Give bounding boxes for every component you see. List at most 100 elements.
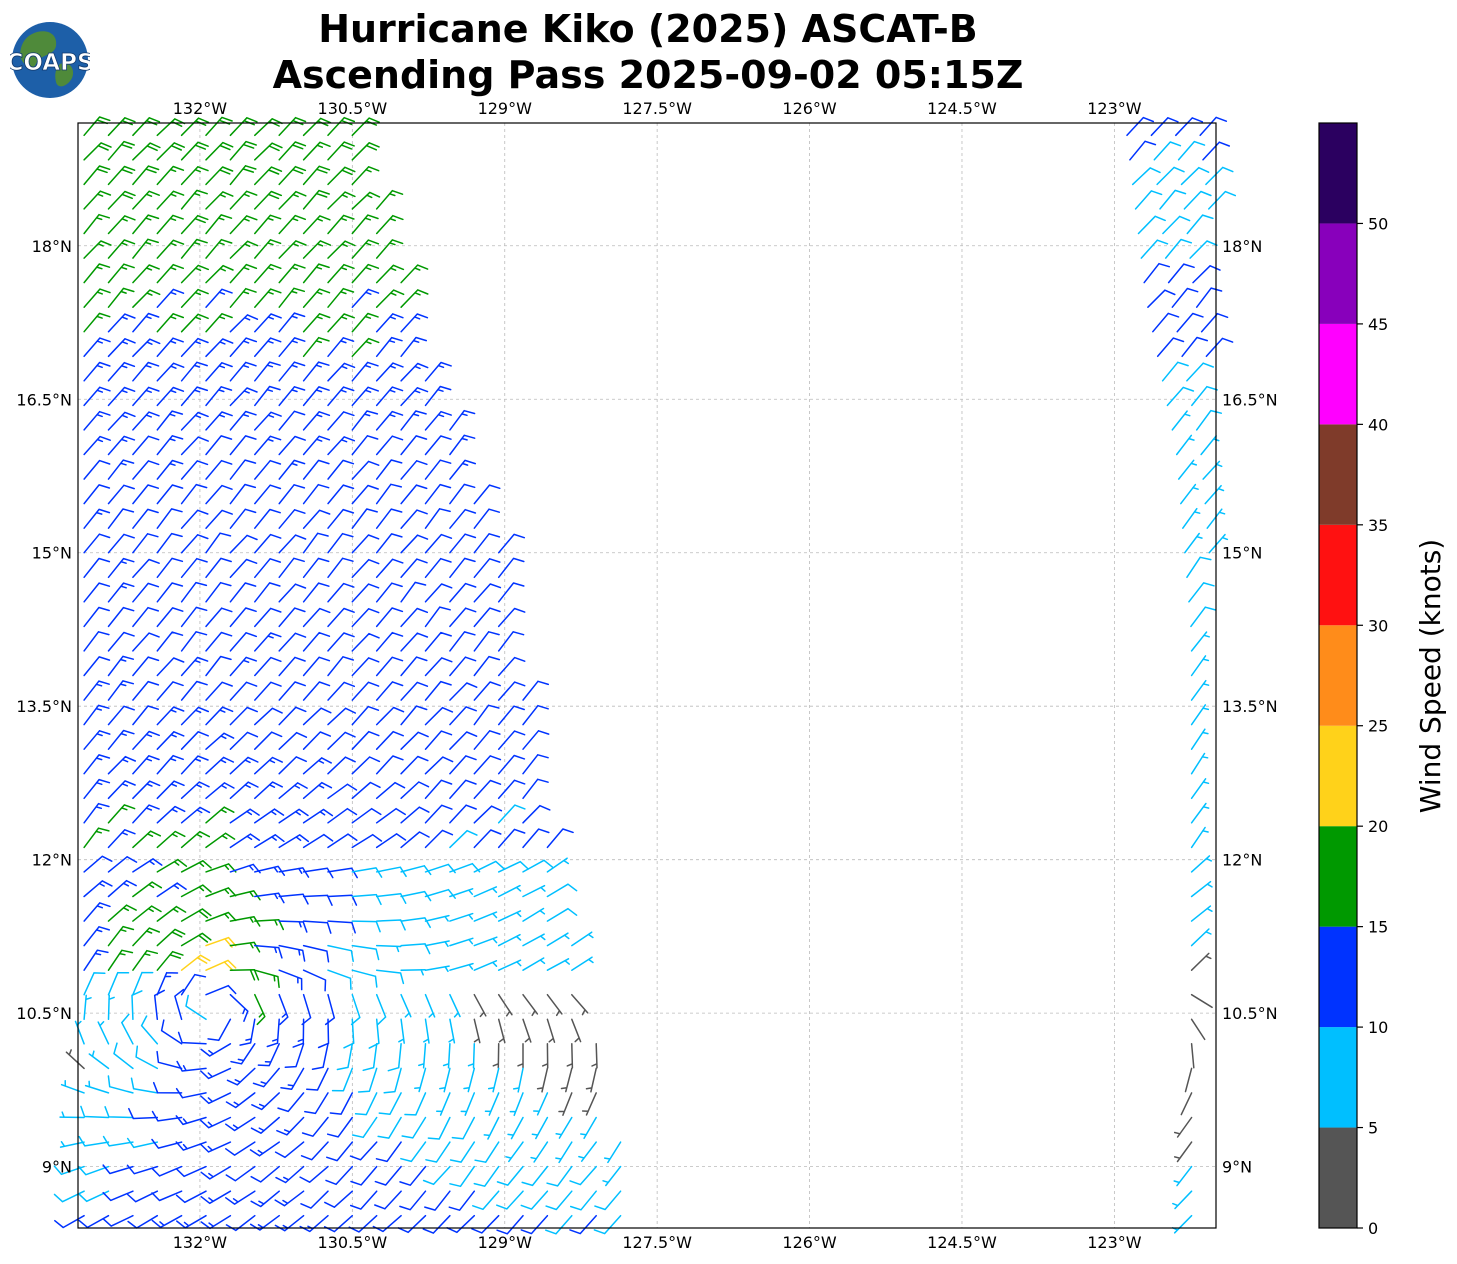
wind-barb [278, 165, 307, 186]
wind-barb [424, 631, 452, 652]
wind-barb [175, 1115, 207, 1126]
wind-barb [473, 484, 501, 505]
wind-barb [375, 755, 404, 775]
wind-barb [54, 1214, 85, 1229]
wind-barb [517, 1043, 524, 1069]
wind-barb [375, 264, 405, 284]
wind-barb [522, 884, 546, 898]
chart-title: Hurricane Kiko (2025) ASCAT-B Ascending … [78, 6, 1218, 98]
wind-barb [302, 707, 332, 726]
wind-barb [205, 631, 233, 652]
x-tick-label-top: 126°W [782, 99, 837, 118]
wind-barb [132, 755, 160, 775]
wind-barb [378, 1092, 402, 1115]
wind-barb [302, 656, 331, 677]
wind-barb [377, 1116, 402, 1139]
wind-barb [180, 806, 211, 824]
wind-barb [327, 756, 356, 775]
colorbar-bin [1319, 625, 1357, 726]
wind-barb [254, 834, 285, 849]
wind-barb [449, 459, 477, 480]
wind-barb [180, 884, 212, 898]
wind-barb [180, 509, 209, 529]
wind-barb [327, 944, 354, 963]
wind-barb [497, 779, 526, 800]
wind-barb [205, 484, 233, 505]
wind-barb [126, 1137, 159, 1149]
wind-barb [497, 557, 525, 579]
wind-barb [254, 484, 282, 505]
wind-barb [302, 288, 331, 308]
wind-barb [1164, 238, 1193, 259]
wind-barb [449, 706, 477, 726]
y-tick-label-right: 15°N [1222, 544, 1262, 563]
wind-barb [1190, 704, 1210, 726]
wind-barb [107, 705, 135, 726]
y-tick-label-right: 13.5°N [1222, 697, 1278, 716]
wind-barb [156, 780, 185, 800]
wind-barb [473, 886, 498, 898]
wind-barb [160, 1019, 183, 1045]
wind-barb [375, 558, 404, 579]
wind-barb [449, 829, 478, 849]
wind-barb [132, 680, 160, 701]
colorbar: 0 5 10 15 20 25 30 35 40 45 50 [1318, 122, 1388, 1238]
wind-barb [424, 483, 452, 505]
wind-barb [302, 781, 333, 800]
wind-barb [205, 782, 235, 800]
wind-barb [78, 1214, 110, 1229]
wind-barb [497, 959, 522, 971]
wind-barb [351, 867, 383, 878]
wind-barb [327, 833, 358, 849]
wind-barb [449, 993, 461, 1018]
wind-barb [327, 867, 358, 879]
wind-barb [205, 887, 237, 898]
wind-barb [180, 238, 208, 259]
wind-barb [229, 833, 261, 849]
wind-barb [107, 949, 134, 971]
wind-barb [121, 1013, 134, 1045]
wind-barb [299, 1165, 329, 1183]
wind-barb [229, 731, 259, 750]
wind-barb [205, 435, 233, 456]
wind-barb [107, 239, 136, 259]
wind-barb [424, 410, 452, 431]
colorbar-tick-label: 40 [1368, 415, 1388, 434]
wind-barb [521, 1165, 549, 1187]
wind-barb [327, 386, 355, 407]
wind-barb [569, 1190, 597, 1211]
wind-barb [229, 681, 258, 701]
wind-barb [257, 1043, 280, 1067]
wind-barb [424, 730, 453, 750]
wind-barb [229, 993, 249, 1022]
wind-barb [156, 905, 187, 922]
wind-barb [473, 805, 503, 824]
wind-barb [180, 706, 210, 726]
wind-barb [156, 337, 184, 358]
wind-barb [205, 832, 236, 849]
wind-barb [449, 804, 477, 824]
wind-barb [449, 434, 476, 456]
wind-barb [205, 288, 233, 308]
wind-barb [351, 969, 378, 988]
wind-barb [400, 313, 429, 333]
wind-barb [83, 606, 110, 628]
wind-barb [266, 1018, 280, 1048]
wind-barb [1190, 802, 1210, 824]
wind-barb [107, 680, 135, 701]
wind-barb [83, 240, 112, 259]
wind-barb [474, 1141, 500, 1163]
wind-barb [439, 1067, 451, 1093]
wind-barb [404, 1092, 427, 1116]
wind-barb [473, 583, 502, 603]
wind-barb [375, 944, 402, 953]
wind-barb [351, 657, 380, 677]
wind-barb [107, 313, 136, 333]
wind-barb [156, 1050, 183, 1070]
wind-barb [156, 582, 184, 603]
wind-barb [205, 264, 234, 284]
wind-barb [205, 681, 233, 701]
wind-barb [107, 804, 136, 824]
wind-barb [449, 755, 477, 775]
